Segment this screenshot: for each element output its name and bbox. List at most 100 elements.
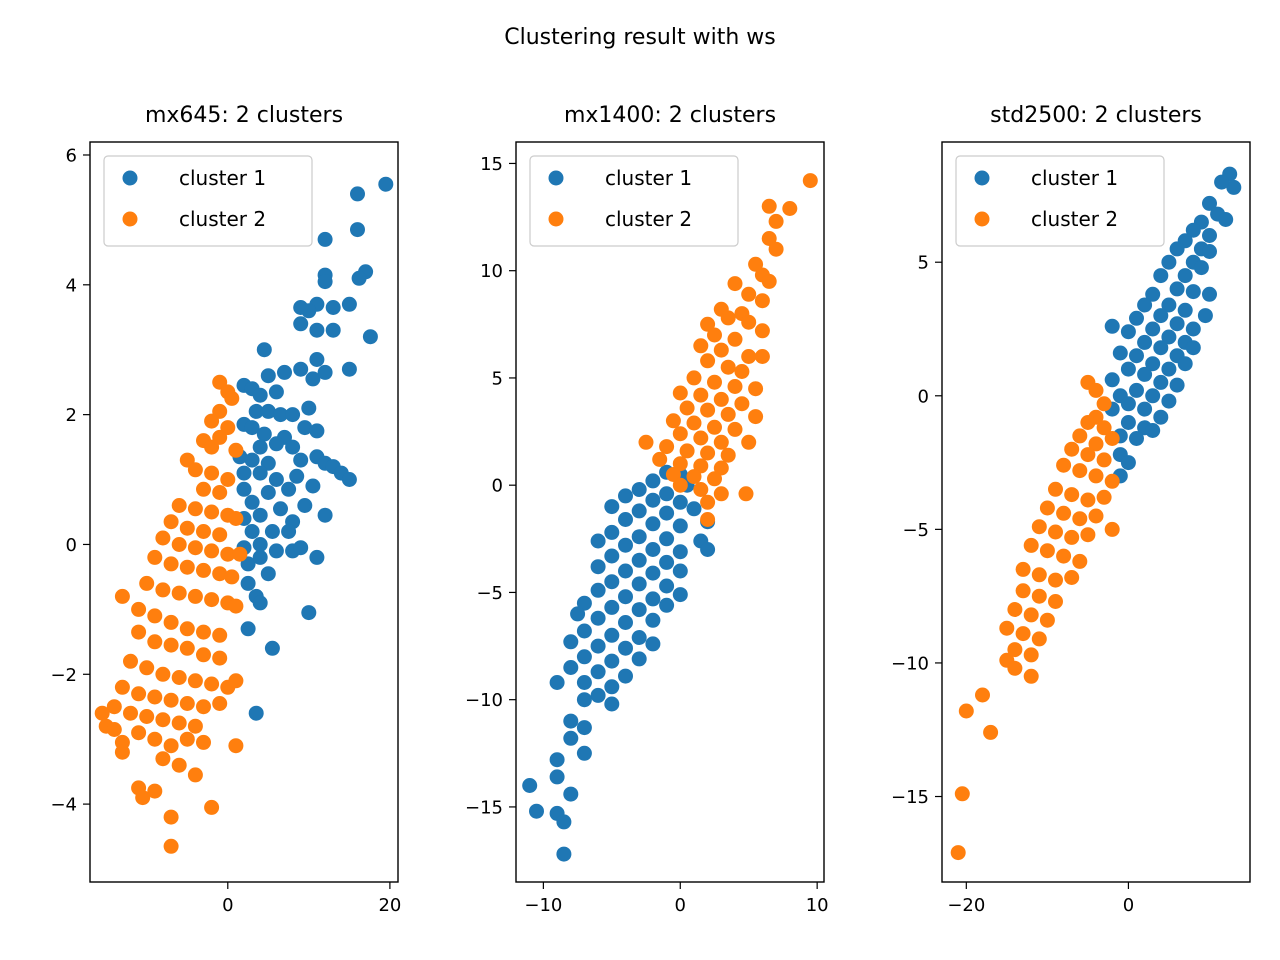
scatter-point-cluster-2 (147, 634, 163, 650)
scatter-point-cluster-1 (252, 465, 268, 481)
scatter-point-cluster-1 (1202, 244, 1217, 259)
scatter-point-cluster-2 (1015, 583, 1031, 599)
scatter-point-cluster-2 (1072, 428, 1088, 444)
scatter-point-cluster-2 (1039, 543, 1055, 559)
scatter-point-cluster-2 (1088, 508, 1104, 524)
scatter-point-cluster-1 (1226, 179, 1242, 195)
scatter-point-cluster-1 (1129, 348, 1144, 364)
subplot-mx1400: mx1400: 2 clusters −10 0 10 −15 −10 −5 0 5 10 15 cl… (465, 103, 829, 916)
scatter-point-cluster-1 (659, 486, 675, 502)
legend-marker-cluster-2 (548, 211, 564, 227)
scatter-point-cluster-1 (576, 745, 592, 761)
scatter-point-cluster-2 (204, 504, 220, 520)
scatter-point-cluster-2 (693, 482, 709, 497)
scatter-point-cluster-1 (244, 420, 260, 436)
scatter-point-cluster-2 (1056, 548, 1072, 564)
scatter-point-cluster-2 (1096, 396, 1112, 412)
scatter-point-cluster-2 (672, 456, 688, 472)
scatter-point-cluster-2 (741, 286, 757, 302)
scatter-point-cluster-1 (1161, 254, 1177, 270)
scatter-point-cluster-2 (171, 498, 187, 513)
scatter-point-cluster-1 (252, 387, 268, 403)
scatter-point-cluster-2 (734, 396, 750, 412)
scatter-point-cluster-2 (204, 543, 220, 559)
scatter-point-cluster-1 (590, 638, 606, 654)
scatter-point-cluster-1 (563, 713, 579, 729)
scatter-point-cluster-1 (590, 610, 606, 626)
scatter-point-cluster-2 (131, 686, 147, 702)
scatter-point-cluster-1 (1202, 286, 1217, 302)
legend: cluster 1 cluster 2 (529, 155, 739, 247)
scatter-point-cluster-1 (252, 439, 268, 455)
scatter-point-cluster-1 (563, 730, 579, 746)
y-tick-label: −5 (902, 520, 929, 541)
scatter-point-cluster-2 (659, 439, 675, 455)
scatter-point-cluster-1 (1145, 423, 1161, 438)
scatter-point-cluster-2 (693, 387, 709, 403)
scatter-point-cluster-1 (631, 602, 647, 618)
scatter-point-cluster-2 (761, 231, 777, 246)
scatter-point-cluster-2 (123, 653, 138, 669)
scatter-point-cluster-2 (114, 744, 130, 760)
scatter-point-cluster-2 (171, 715, 187, 731)
scatter-point-cluster-2 (155, 666, 171, 682)
scatter-point-cluster-1 (240, 575, 256, 591)
scatter-point-cluster-1 (281, 481, 297, 497)
scatter-point-cluster-2 (163, 514, 179, 530)
scatter-point-cluster-1 (317, 274, 333, 290)
scatter-point-cluster-2 (1031, 631, 1047, 647)
y-tick-label: 5 (918, 253, 929, 274)
scatter-point-cluster-1 (604, 524, 620, 540)
scatter-point-cluster-1 (631, 651, 647, 667)
scatter-point-cluster-1 (604, 653, 620, 669)
scatter-point-cluster-2 (1023, 607, 1039, 623)
scatter-point-cluster-1 (686, 501, 702, 517)
x-tick-label: −10 (524, 895, 562, 916)
scatter-point-cluster-1 (268, 384, 284, 400)
scatter-point-cluster-2 (693, 458, 709, 474)
scatter-point-cluster-2 (727, 276, 743, 292)
y-tick-label: 0 (492, 476, 503, 497)
scatter-point-cluster-2 (1080, 527, 1096, 543)
scatter-point-cluster-2 (1080, 492, 1096, 508)
scatter-point-cluster-1 (260, 485, 276, 500)
scatter-point-cluster-1 (325, 322, 341, 338)
scatter-point-cluster-1 (293, 316, 309, 332)
scatter-point-cluster-1 (277, 364, 292, 380)
scatter-point-cluster-1 (659, 578, 675, 594)
scatter-point-cluster-1 (309, 549, 325, 565)
scatter-points (522, 173, 818, 862)
scatter-point-cluster-1 (1185, 340, 1201, 356)
scatter-point-cluster-1 (1120, 324, 1136, 340)
scatter-point-cluster-2 (1007, 660, 1023, 676)
scatter-point-cluster-2 (727, 331, 743, 347)
scatter-point-cluster-2 (1080, 447, 1096, 463)
scatter-point-cluster-1 (1153, 374, 1169, 390)
scatter-point-cluster-1 (1169, 241, 1185, 257)
scatter-point-cluster-2 (720, 359, 736, 375)
scatter-point-cluster-1 (285, 439, 301, 455)
scatter-point-cluster-2 (114, 679, 130, 695)
scatter-point-cluster-2 (1072, 511, 1088, 527)
scatter-point-cluster-1 (273, 407, 288, 423)
scatter-point-cluster-1 (305, 371, 321, 387)
scatter-point-cluster-1 (244, 494, 260, 510)
scatter-point-cluster-1 (1161, 393, 1177, 409)
scatter-point-cluster-1 (1169, 316, 1185, 332)
figure-suptitle: Clustering result with ws (504, 25, 775, 50)
scatter-point-cluster-2 (179, 621, 195, 637)
scatter-point-cluster-2 (155, 582, 171, 598)
scatter-point-cluster-2 (163, 692, 179, 708)
scatter-point-cluster-1 (1112, 345, 1128, 361)
scatter-point-cluster-1 (293, 361, 309, 377)
scatter-point-cluster-2 (123, 705, 138, 721)
scatter-point-cluster-2 (713, 460, 729, 476)
scatter-point-cluster-1 (1185, 284, 1201, 300)
scatter-point-cluster-1 (631, 630, 647, 645)
scatter-point-cluster-1 (645, 516, 661, 532)
scatter-point-cluster-1 (293, 300, 309, 315)
scatter-point-cluster-2 (741, 434, 757, 450)
x-tick-label: 0 (222, 895, 233, 916)
